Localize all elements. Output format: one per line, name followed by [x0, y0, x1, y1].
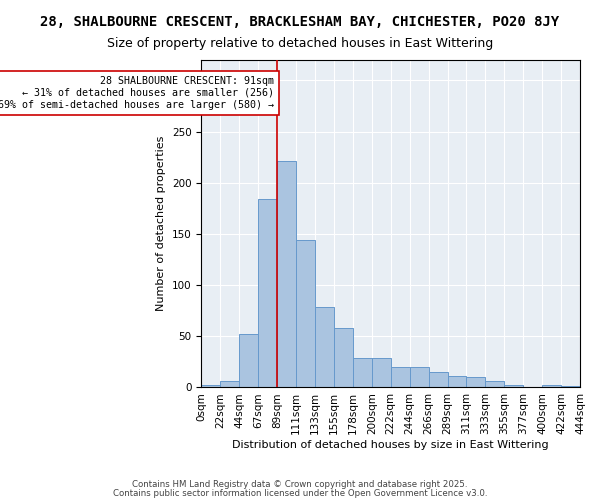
Bar: [277, 162, 296, 388]
Bar: [258, 199, 277, 388]
Y-axis label: Number of detached properties: Number of detached properties: [157, 136, 166, 312]
Bar: [353, 358, 372, 388]
Text: Contains HM Land Registry data © Crown copyright and database right 2025.: Contains HM Land Registry data © Crown c…: [132, 480, 468, 489]
Bar: [220, 382, 239, 388]
Bar: [504, 386, 523, 388]
Bar: [239, 334, 258, 388]
Bar: [485, 382, 504, 388]
Text: Size of property relative to detached houses in East Wittering: Size of property relative to detached ho…: [107, 38, 493, 51]
X-axis label: Distribution of detached houses by size in East Wittering: Distribution of detached houses by size …: [232, 440, 549, 450]
Bar: [334, 328, 353, 388]
Bar: [542, 386, 561, 388]
Bar: [466, 377, 485, 388]
Bar: [448, 376, 466, 388]
Bar: [372, 358, 391, 388]
Bar: [296, 240, 315, 388]
Bar: [428, 372, 448, 388]
Text: Contains public sector information licensed under the Open Government Licence v3: Contains public sector information licen…: [113, 488, 487, 498]
Bar: [561, 386, 580, 388]
Bar: [202, 386, 220, 388]
Bar: [410, 367, 428, 388]
Text: 28, SHALBOURNE CRESCENT, BRACKLESHAM BAY, CHICHESTER, PO20 8JY: 28, SHALBOURNE CRESCENT, BRACKLESHAM BAY…: [40, 15, 560, 29]
Text: 28 SHALBOURNE CRESCENT: 91sqm
← 31% of detached houses are smaller (256)
69% of : 28 SHALBOURNE CRESCENT: 91sqm ← 31% of d…: [0, 76, 274, 110]
Bar: [315, 306, 334, 388]
Bar: [391, 367, 410, 388]
